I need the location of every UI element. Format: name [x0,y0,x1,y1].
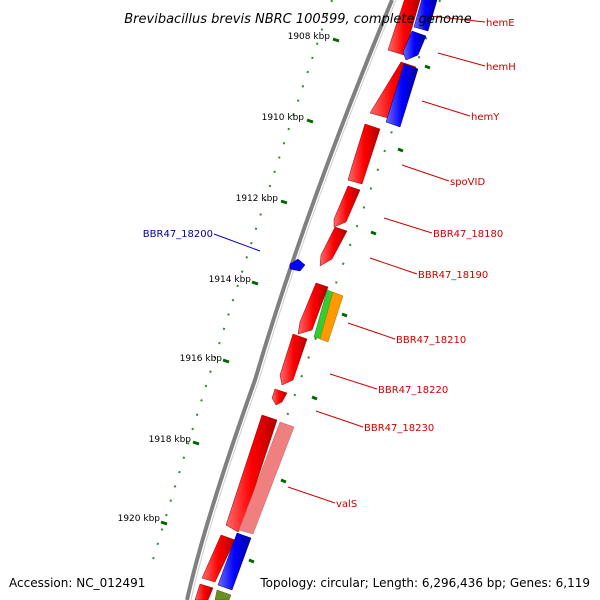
genome-backbone-inner [190,0,397,600]
gene-label-hemH[interactable]: hemH [486,62,516,73]
gene-arrow [319,226,348,267]
gene-arrow [217,532,252,591]
gene-label-bbr47-18180[interactable]: BBR47_18180 [433,229,503,240]
gene-arrow [271,388,288,406]
map-title: Brevibacillus brevis NBRC 100599, comple… [124,12,471,27]
forward-genes [194,0,421,600]
gene-label-bbr47-18200[interactable]: BBR47_18200 [143,229,213,240]
ruler-label: 1918 kbp [149,435,192,445]
gene-arrow [238,421,295,535]
inner-ticks [248,64,431,564]
ruler-label: 1910 kbp [262,113,305,123]
ruler-tick [160,520,168,526]
ruler-tick [280,199,288,205]
gene-arrow [201,534,236,583]
ruler-label: 1920 kbp [118,514,161,524]
gene-arrow [347,123,381,185]
ruler-ticks [160,37,340,526]
ruler-label: 1914 kbp [209,275,252,285]
gene-arrow-small [289,258,306,272]
ruler-tick [251,280,259,286]
genome-backbone [185,0,394,600]
gene-arrow [413,0,438,32]
gene-label-bbr47-18230[interactable]: BBR47_18230 [364,423,434,434]
gene-label-bbr47-18190[interactable]: BBR47_18190 [418,270,488,281]
ruler-tick [332,37,340,43]
reverse-genes [214,0,438,600]
ruler-tick [306,118,314,124]
ruler-tick [222,358,230,364]
gene-arrow [333,185,361,228]
gene-label-bbr47-18210[interactable]: BBR47_18210 [396,335,466,346]
gene-arrow [319,291,344,343]
gene-arrow [194,583,214,600]
gene-label-spoVID[interactable]: spoVID [450,177,485,188]
accession-label: Accession: NC_012491 [9,576,145,590]
gene-label-hemY[interactable]: hemY [471,112,500,123]
genome-summary: Topology: circular; Length: 6,296,436 bp… [259,576,590,590]
gene-label-vals[interactable]: valS [336,499,357,510]
ruler-label: 1908 kbp [288,32,331,42]
gene-arrow [385,63,419,128]
gene-arrow [297,282,329,335]
gene-arrow [402,30,427,61]
leader-lines [213,15,486,504]
gene-label-hemE[interactable]: hemE [486,18,515,29]
ruler-label: 1916 kbp [180,354,223,364]
gene-arrow [279,333,308,386]
gene-arrow [214,589,232,600]
ruler-label: 1912 kbp [236,194,279,204]
ruler-tick [192,440,200,446]
gene-label-bbr47-18220[interactable]: BBR47_18220 [378,385,448,396]
